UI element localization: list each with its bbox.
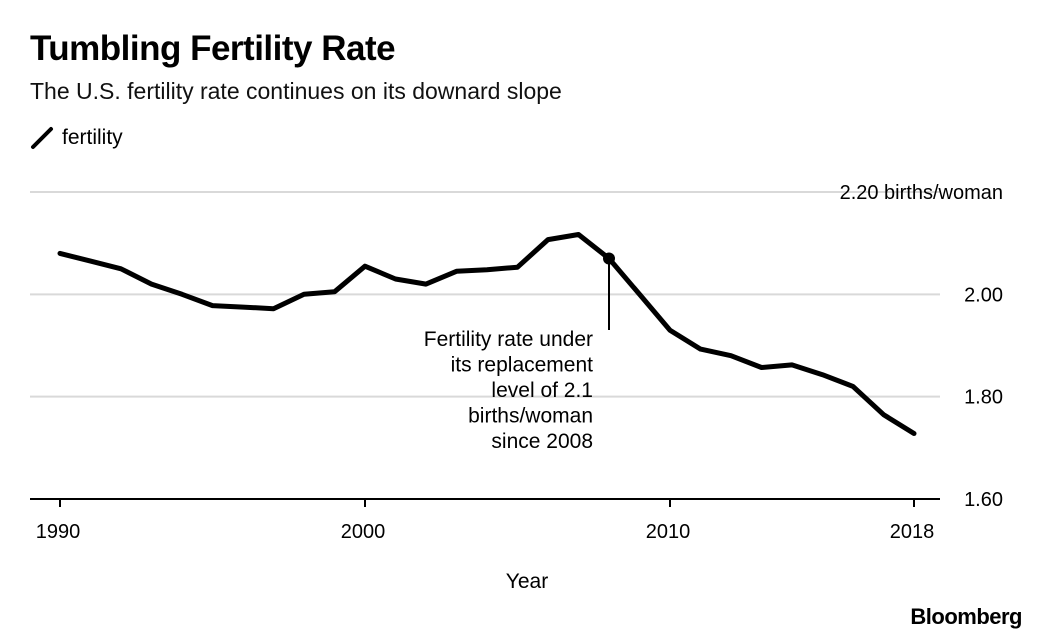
legend: fertility (30, 126, 123, 150)
x-tick-label: 2018 (890, 521, 935, 543)
y-tick-label: 2.20 births/woman (840, 182, 1003, 204)
x-axis-label: Year (506, 570, 548, 593)
annotation-marker (603, 252, 615, 265)
line-swatch-icon (31, 127, 53, 149)
y-tick-labels: 1.60 1.80 2.00 2.20 births/woman (840, 182, 1003, 511)
series-group (57, 232, 917, 436)
chart-subtitle: The U.S. fertility rate continues on its… (30, 78, 562, 104)
series-line-fertility (57, 232, 917, 436)
annotation-text-line: its replacement (451, 354, 594, 377)
y-tick-label: 1.60 (964, 489, 1003, 511)
chart-title: Tumbling Fertility Rate (30, 29, 396, 68)
y-tick-label: 2.00 (964, 284, 1003, 306)
y-tick-label: 1.80 (964, 387, 1003, 409)
x-tick-label: 2000 (341, 521, 386, 543)
x-tick-label: 2010 (646, 521, 691, 543)
bloomberg-logo: Bloomberg (910, 604, 1022, 629)
legend-label: fertility (62, 126, 123, 149)
x-tick-labels: 1990 2000 2010 2018 (36, 499, 935, 543)
annotation-text-line: level of 2.1 (491, 379, 593, 402)
annotation-text-line: since 2008 (491, 430, 593, 453)
x-tick-label: 1990 (36, 521, 81, 543)
annotation-text-line: Fertility rate under (424, 328, 593, 351)
annotation-text-line: births/woman (468, 405, 593, 428)
annotation: Fertility rate under its replacementlevel… (424, 252, 615, 453)
